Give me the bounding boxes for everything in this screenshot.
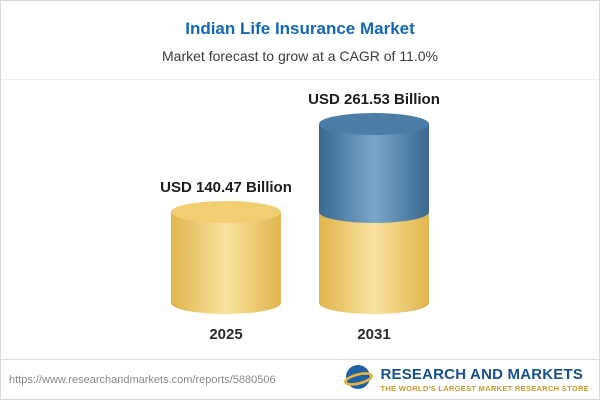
year-label-2031: 2031 — [357, 326, 391, 343]
logo-text: RESEARCH AND MARKETS THE WORLD'S LARGEST… — [380, 367, 589, 393]
cylinder-2025-segment — [171, 200, 281, 314]
bar-group-2031: USD 261.53 Billion 2031 — [308, 91, 440, 343]
research-and-markets-logo: RESEARCH AND MARKETS THE WORLD'S LARGEST… — [343, 362, 589, 397]
chart-title: Indian Life Insurance Market — [185, 19, 415, 38]
logo-tagline: THE WORLD'S LARGEST MARKET RESEARCH STOR… — [380, 383, 589, 393]
report-url: https://www.researchandmarkets.com/repor… — [9, 373, 276, 386]
bar-group-2025: USD 140.47 Billion 2025 — [160, 179, 292, 343]
chart-area: USD 140.47 Billion 2025 USD 261.53 Billi… — [1, 85, 599, 359]
value-label-2025: USD 140.47 Billion — [160, 178, 292, 196]
year-label-2025: 2025 — [209, 326, 243, 343]
cylinder-2025-top-ellipse — [171, 200, 281, 223]
globe-icon — [343, 362, 374, 397]
cylinder-2031-top-ellipse — [319, 113, 429, 136]
cyl-2031-base-body — [319, 211, 429, 314]
cylinder-2031-base-segment — [319, 200, 429, 314]
cyl-2031-growth-body — [319, 124, 429, 223]
cylinder-2031 — [319, 113, 429, 314]
cylinder-2031-growth-segment — [319, 113, 429, 223]
cylinder-2025 — [171, 200, 281, 314]
logo-name: RESEARCH AND MARKETS — [380, 365, 584, 383]
value-label-2031: USD 261.53 Billion — [308, 91, 440, 109]
cyl-2025-body — [171, 211, 281, 314]
chart-subtitle: Market forecast to grow at a CAGR of 11.… — [162, 48, 438, 64]
footer: https://www.researchandmarkets.com/repor… — [1, 359, 599, 399]
chart-header: Indian Life Insurance Market Market fore… — [1, 1, 599, 80]
